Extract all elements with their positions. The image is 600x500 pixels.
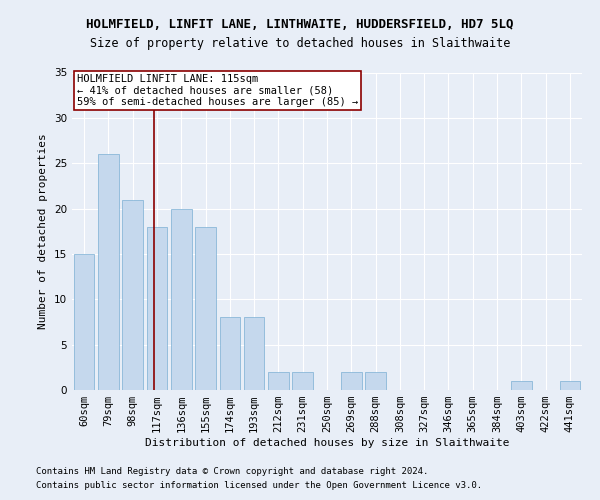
Bar [220,318,240,390]
Bar [560,381,580,390]
Text: HOLMFIELD, LINFIT LANE, LINTHWAITE, HUDDERSFIELD, HD7 5LQ: HOLMFIELD, LINFIT LANE, LINTHWAITE, HUDD… [86,18,514,30]
Bar [146,226,167,390]
Bar [341,372,362,390]
Bar [74,254,94,390]
Text: Size of property relative to detached houses in Slaithwaite: Size of property relative to detached ho… [90,38,510,51]
Bar [195,226,216,390]
Text: Contains HM Land Registry data © Crown copyright and database right 2024.: Contains HM Land Registry data © Crown c… [36,467,428,476]
Y-axis label: Number of detached properties: Number of detached properties [38,134,49,329]
Bar [365,372,386,390]
Bar [98,154,119,390]
Bar [511,381,532,390]
Text: HOLMFIELD LINFIT LANE: 115sqm
← 41% of detached houses are smaller (58)
59% of s: HOLMFIELD LINFIT LANE: 115sqm ← 41% of d… [77,74,358,108]
Bar [268,372,289,390]
Text: Contains public sector information licensed under the Open Government Licence v3: Contains public sector information licen… [36,481,482,490]
X-axis label: Distribution of detached houses by size in Slaithwaite: Distribution of detached houses by size … [145,438,509,448]
Bar [244,318,265,390]
Bar [292,372,313,390]
Bar [171,208,191,390]
Bar [122,200,143,390]
